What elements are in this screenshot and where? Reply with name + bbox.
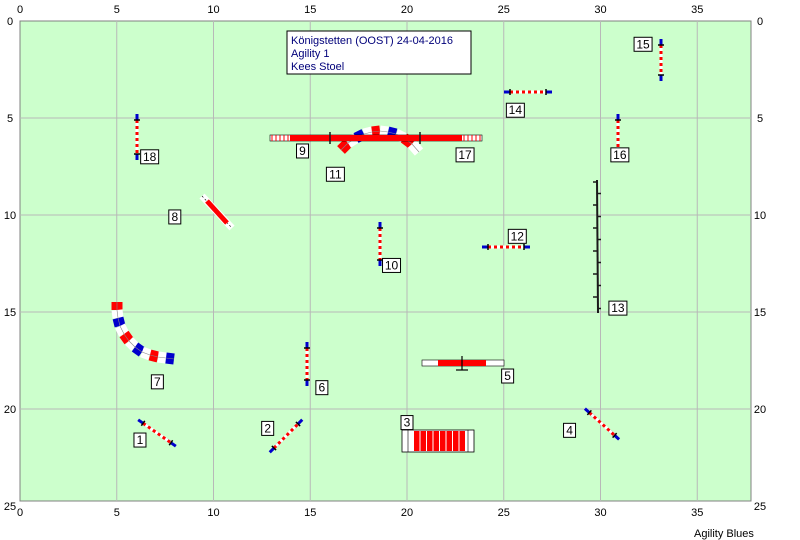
obstacle-number: 18 <box>143 150 157 164</box>
tunnel-7 <box>111 302 175 365</box>
number-box <box>507 228 527 244</box>
x-tick-label-bottom: 15 <box>304 507 316 519</box>
x-tick-label-bottom: 30 <box>594 507 606 519</box>
obstacle-number: 9 <box>299 144 306 158</box>
number-box <box>168 209 182 225</box>
x-tick-label-top: 30 <box>594 4 606 16</box>
number-box <box>382 257 402 273</box>
obstacle-number: 5 <box>504 369 511 383</box>
obstacle-number: 4 <box>566 423 573 437</box>
y-tick-label-left: 10 <box>4 210 16 222</box>
number-box <box>133 432 147 448</box>
y-axis-left: 0 5 10 15 20 25 <box>4 16 16 513</box>
x-tick-label-top: 35 <box>691 4 703 16</box>
y-tick-label-right: 0 <box>757 16 763 28</box>
jump-12 <box>482 244 530 250</box>
number-box <box>563 422 577 438</box>
obstacle-number: 3 <box>404 416 411 430</box>
y-tick-label-left: 15 <box>4 307 16 319</box>
x-axis-bottom: 0 5 10 15 20 25 30 35 <box>17 507 703 519</box>
number-box <box>261 420 275 436</box>
obstacle-8 <box>199 193 235 231</box>
jump-4 <box>583 407 621 441</box>
jump-10 <box>377 222 383 266</box>
obstacle-number: 15 <box>636 37 650 51</box>
info-class: Agility 1 <box>291 48 330 60</box>
number-box <box>610 147 630 163</box>
x-tick-label-bottom: 35 <box>691 507 703 519</box>
x-tick-label-bottom: 20 <box>401 507 413 519</box>
number-box <box>150 374 164 390</box>
jump-1 <box>137 418 177 448</box>
x-tick-label-top: 10 <box>207 4 219 16</box>
x-tick-label-top: 25 <box>498 4 510 16</box>
jump-15 <box>658 39 664 81</box>
info-title: Königstetten (OOST) 24-04-2016 <box>291 35 453 47</box>
jump-6 <box>304 342 310 386</box>
y-tick-label-right: 15 <box>754 307 766 319</box>
number-box <box>501 368 515 384</box>
weave-poles-13 <box>593 179 601 314</box>
y-tick-label-left: 25 <box>4 501 16 513</box>
dogwalk-9-17 <box>269 132 483 144</box>
x-tick-label-bottom: 5 <box>114 507 120 519</box>
y-tick-label-right: 20 <box>754 404 766 416</box>
x-tick-label-bottom: 25 <box>498 507 510 519</box>
x-tick-label-bottom: 0 <box>17 507 23 519</box>
number-box <box>296 143 310 159</box>
seesaw-5 <box>421 356 505 371</box>
jump-14 <box>504 89 552 95</box>
obstacle-number: 8 <box>171 210 178 224</box>
x-tick-label-bottom: 10 <box>207 507 219 519</box>
y-tick-label-right: 10 <box>754 210 766 222</box>
obstacle-number: 11 <box>329 167 342 181</box>
y-axis-right: 0 5 10 15 20 25 <box>754 16 766 513</box>
y-tick-label-left: 20 <box>4 404 16 416</box>
number-box <box>455 147 475 163</box>
obstacle-number: 10 <box>385 258 399 272</box>
x-tick-label-top: 0 <box>17 4 23 16</box>
x-tick-label-top: 5 <box>114 4 120 16</box>
jump-18 <box>134 114 140 160</box>
number-box <box>633 36 653 52</box>
number-box <box>140 149 160 165</box>
obstacle-number: 7 <box>154 375 161 389</box>
y-tick-label-right: 25 <box>754 501 766 513</box>
obstacle-number: 17 <box>458 148 472 162</box>
y-tick-label-left: 0 <box>7 16 13 28</box>
jump-2 <box>268 418 304 454</box>
x-tick-label-top: 20 <box>401 4 413 16</box>
obstacle-number: 1 <box>137 433 144 447</box>
number-box <box>325 166 345 182</box>
x-axis-top: 0 5 10 15 20 25 30 35 <box>17 4 703 16</box>
info-judge: Kees Stoel <box>291 61 344 73</box>
y-tick-label-left: 5 <box>7 113 13 125</box>
y-tick-label-right: 5 <box>757 113 763 125</box>
number-box <box>608 300 628 316</box>
obstacle-number: 2 <box>264 421 271 435</box>
obstacle-number: 12 <box>511 229 525 243</box>
obstacle-number: 13 <box>611 301 625 315</box>
obstacle-3 <box>401 429 475 453</box>
number-box <box>315 380 329 396</box>
x-tick-label-top: 15 <box>304 4 316 16</box>
obstacle-number: 6 <box>319 381 326 395</box>
number-box <box>400 415 414 431</box>
obstacle-number: 14 <box>509 103 523 117</box>
number-box <box>505 102 525 118</box>
obstacle-number: 16 <box>613 148 627 162</box>
info-box: Königstetten (OOST) 24-04-2016 Agility 1… <box>286 30 472 75</box>
footer-brand: Agility Blues <box>694 528 754 540</box>
